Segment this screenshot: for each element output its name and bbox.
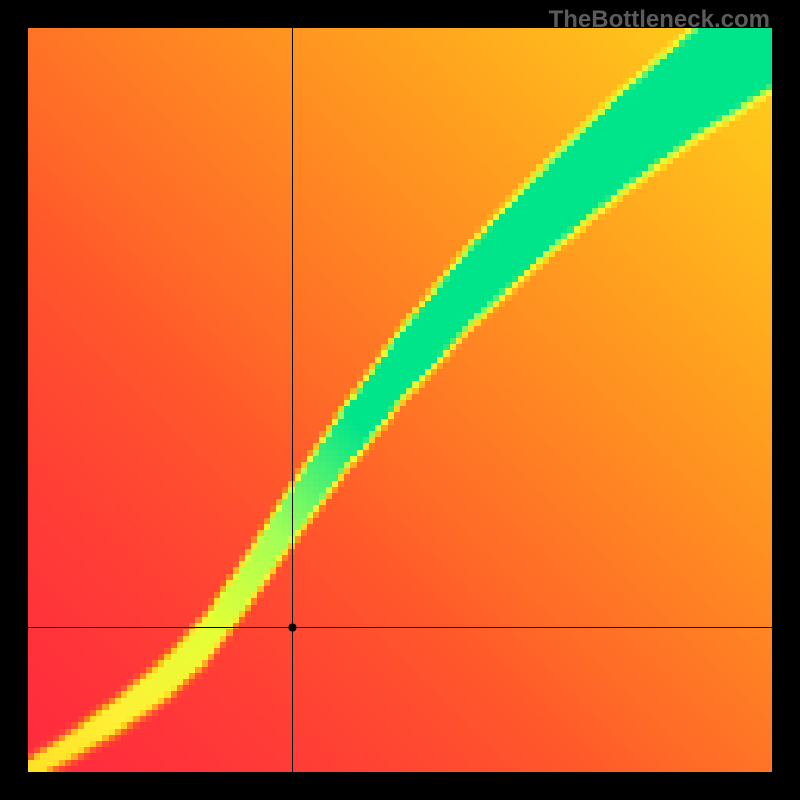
chart-container: TheBottleneck.com [0, 0, 800, 800]
watermark-text: TheBottleneck.com [549, 6, 770, 34]
heatmap-canvas [28, 28, 772, 772]
